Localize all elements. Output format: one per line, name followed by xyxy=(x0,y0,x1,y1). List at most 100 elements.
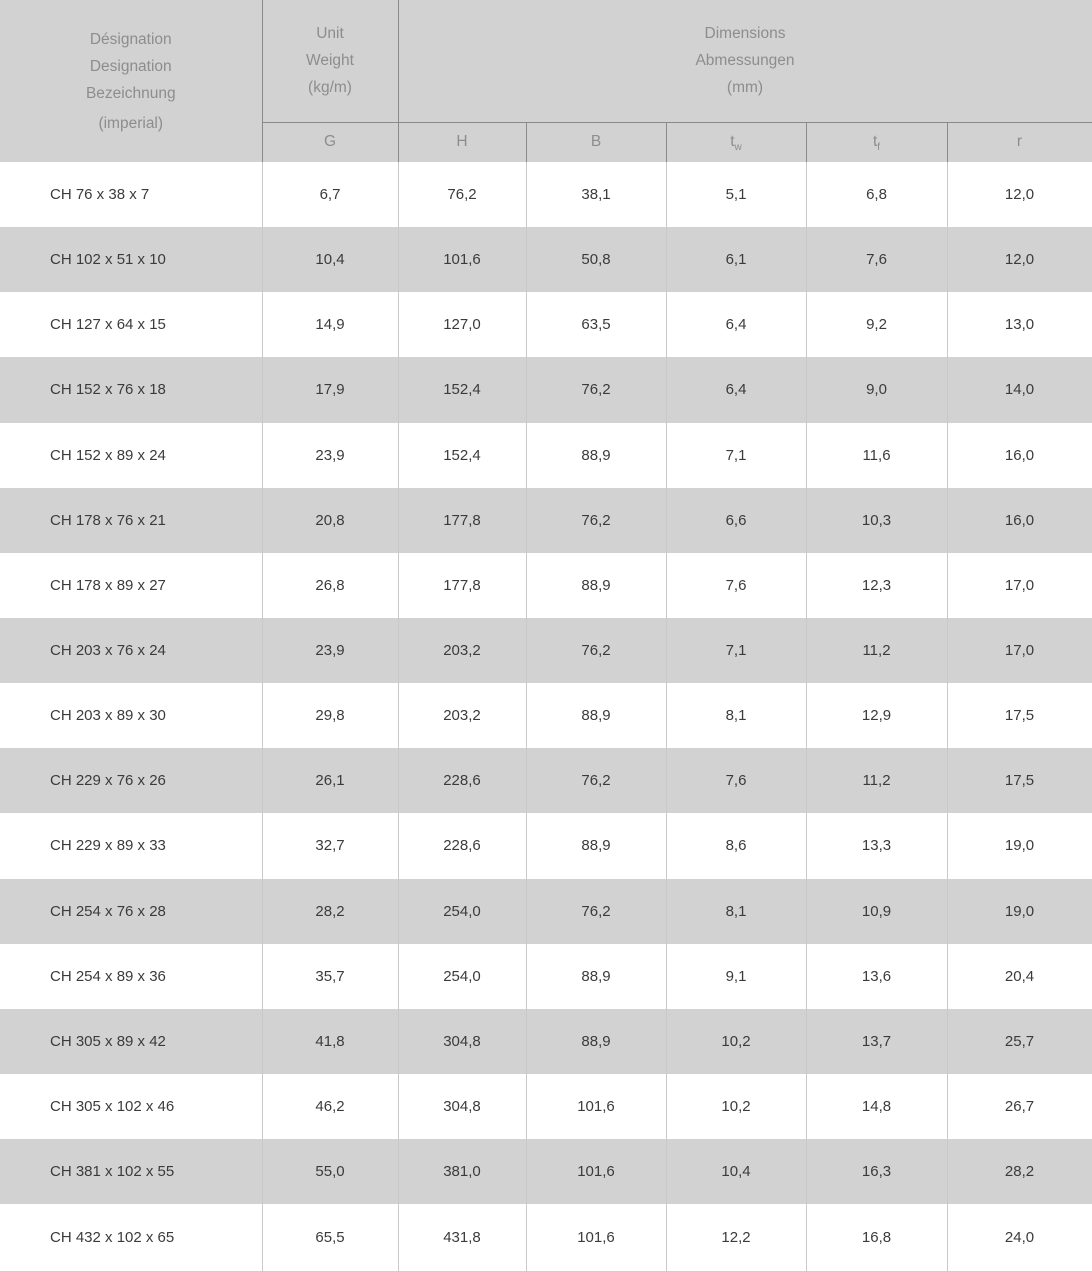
value-cell: 10,9 xyxy=(805,878,947,944)
table-row: CH 305 x 102 x 46 46,2 304,8 101,6 10,2 14,8 2… xyxy=(0,1073,1092,1140)
value-cell: 101,6 xyxy=(525,1073,666,1140)
designation-cell: CH 203 x 89 x 30 xyxy=(0,683,262,749)
value-cell: 10,3 xyxy=(805,487,947,553)
value-cell: 203,2 xyxy=(397,683,526,749)
value-cell: 20,4 xyxy=(946,943,1092,1009)
value-cell: 88,9 xyxy=(525,422,666,488)
value-cell: 10,2 xyxy=(665,1008,806,1074)
designation-cell: CH 305 x 89 x 42 xyxy=(0,1008,262,1074)
value-cell: 12,9 xyxy=(805,683,947,749)
value-cell: 14,8 xyxy=(805,1073,947,1140)
value-cell: 76,2 xyxy=(525,878,666,944)
header-line: (imperial) xyxy=(98,114,164,132)
col-header-tf: tf xyxy=(805,122,947,162)
designation-cell: CH 305 x 102 x 46 xyxy=(0,1073,262,1140)
value-cell: 76,2 xyxy=(525,617,666,684)
value-cell: 6,7 xyxy=(261,162,398,228)
value-cell: 76,2 xyxy=(525,748,666,814)
value-cell: 7,6 xyxy=(665,552,806,618)
table-row: CH 381 x 102 x 55 55,0 381,0 101,6 10,4 16,3 2… xyxy=(0,1139,1092,1205)
col-header-g: G xyxy=(261,122,398,162)
value-cell: 28,2 xyxy=(261,878,398,944)
value-cell: 12,0 xyxy=(946,227,1092,293)
table-row: CH 152 x 76 x 18 17,9 152,4 76,2 6,4 9,0 14,0 xyxy=(0,357,1092,423)
value-cell: 13,0 xyxy=(946,292,1092,358)
value-cell: 254,0 xyxy=(397,943,526,1009)
designation-cell: CH 229 x 89 x 33 xyxy=(0,813,262,879)
table-row: CH 203 x 89 x 30 29,8 203,2 88,9 8,1 12,9 17,5 xyxy=(0,683,1092,749)
header-line: Désignation xyxy=(89,30,172,48)
value-cell: 88,9 xyxy=(525,943,666,1009)
designation-cell: CH 254 x 89 x 36 xyxy=(0,943,262,1009)
header-line: (kg/m) xyxy=(308,79,352,97)
value-cell: 7,6 xyxy=(665,748,806,814)
table-row: CH 178 x 89 x 27 26,8 177,8 88,9 7,6 12,3 17,0 xyxy=(0,552,1092,618)
value-cell: 304,8 xyxy=(397,1008,526,1074)
table-body: CH 76 x 38 x 7 6,7 76,2 38,1 5,1 6,8 12,0 CH 10… xyxy=(0,162,1092,1272)
value-cell: 17,0 xyxy=(946,617,1092,684)
value-cell: 152,4 xyxy=(397,422,526,488)
col-header-tw: tw xyxy=(665,122,806,162)
value-cell: 16,8 xyxy=(805,1204,947,1272)
table-row: CH 254 x 89 x 36 35,7 254,0 88,9 9,1 13,6 20,4 xyxy=(0,943,1092,1009)
designation-cell: CH 102 x 51 x 10 xyxy=(0,227,262,293)
value-cell: 23,9 xyxy=(261,422,398,488)
value-cell: 6,8 xyxy=(805,162,947,228)
table-row: CH 229 x 76 x 26 26,1 228,6 76,2 7,6 11,2 17,5 xyxy=(0,748,1092,814)
header-row-subcolumns: G H B tw tf r xyxy=(0,122,1092,162)
value-cell: 35,7 xyxy=(261,943,398,1009)
table-row: CH 305 x 89 x 42 41,8 304,8 88,9 10,2 13,7 25,… xyxy=(0,1008,1092,1074)
value-cell: 24,0 xyxy=(946,1204,1092,1272)
table-row: CH 102 x 51 x 10 10,4 101,6 50,8 6,1 7,6 12,0 xyxy=(0,227,1092,293)
value-cell: 431,8 xyxy=(397,1204,526,1272)
value-cell: 19,0 xyxy=(946,878,1092,944)
value-cell: 101,6 xyxy=(397,227,526,293)
value-cell: 76,2 xyxy=(397,162,526,228)
value-cell: 8,1 xyxy=(665,878,806,944)
value-cell: 25,7 xyxy=(946,1008,1092,1074)
value-cell: 6,6 xyxy=(665,487,806,553)
table-row: CH 432 x 102 x 65 65,5 431,8 101,6 12,2 16,8 2… xyxy=(0,1204,1092,1272)
value-cell: 304,8 xyxy=(397,1073,526,1140)
value-cell: 32,7 xyxy=(261,813,398,879)
header-line: Weight xyxy=(306,52,354,70)
value-cell: 26,8 xyxy=(261,552,398,618)
designation-cell: CH 432 x 102 x 65 xyxy=(0,1204,262,1272)
designation-cell: CH 178 x 89 x 27 xyxy=(0,552,262,618)
value-cell: 12,3 xyxy=(805,552,947,618)
value-cell: 41,8 xyxy=(261,1008,398,1074)
value-cell: 9,0 xyxy=(805,357,947,423)
value-cell: 6,4 xyxy=(665,292,806,358)
table-row: CH 127 x 64 x 15 14,9 127,0 63,5 6,4 9,2 13,0 xyxy=(0,292,1092,358)
value-cell: 29,8 xyxy=(261,683,398,749)
value-cell: 26,7 xyxy=(946,1073,1092,1140)
value-cell: 101,6 xyxy=(525,1204,666,1272)
designation-cell: CH 152 x 89 x 24 xyxy=(0,422,262,488)
value-cell: 16,3 xyxy=(805,1139,947,1205)
col-header-b: B xyxy=(525,122,666,162)
value-cell: 13,3 xyxy=(805,813,947,879)
value-cell: 254,0 xyxy=(397,878,526,944)
value-cell: 19,0 xyxy=(946,813,1092,879)
value-cell: 228,6 xyxy=(397,813,526,879)
value-cell: 7,1 xyxy=(665,617,806,684)
value-cell: 12,0 xyxy=(946,162,1092,228)
value-cell: 55,0 xyxy=(261,1139,398,1205)
value-cell: 17,0 xyxy=(946,552,1092,618)
value-cell: 10,4 xyxy=(665,1139,806,1205)
header-line: (mm) xyxy=(726,79,764,97)
value-cell: 152,4 xyxy=(397,357,526,423)
table-row: CH 76 x 38 x 7 6,7 76,2 38,1 5,1 6,8 12,0 xyxy=(0,162,1092,228)
value-cell: 381,0 xyxy=(397,1139,526,1205)
designation-cell: CH 381 x 102 x 55 xyxy=(0,1139,262,1205)
value-cell: 177,8 xyxy=(397,552,526,618)
value-cell: 6,1 xyxy=(665,227,806,293)
dimensions-group-header: Dimensions Abmessungen (mm) xyxy=(397,0,1092,123)
col-header-r: r xyxy=(946,122,1092,162)
value-cell: 65,5 xyxy=(261,1204,398,1272)
designation-cell: CH 127 x 64 x 15 xyxy=(0,292,262,358)
value-cell: 17,9 xyxy=(261,357,398,423)
value-cell: 16,0 xyxy=(946,487,1092,553)
table-row: CH 229 x 89 x 33 32,7 228,6 88,9 8,6 13,3 19,0 xyxy=(0,813,1092,879)
